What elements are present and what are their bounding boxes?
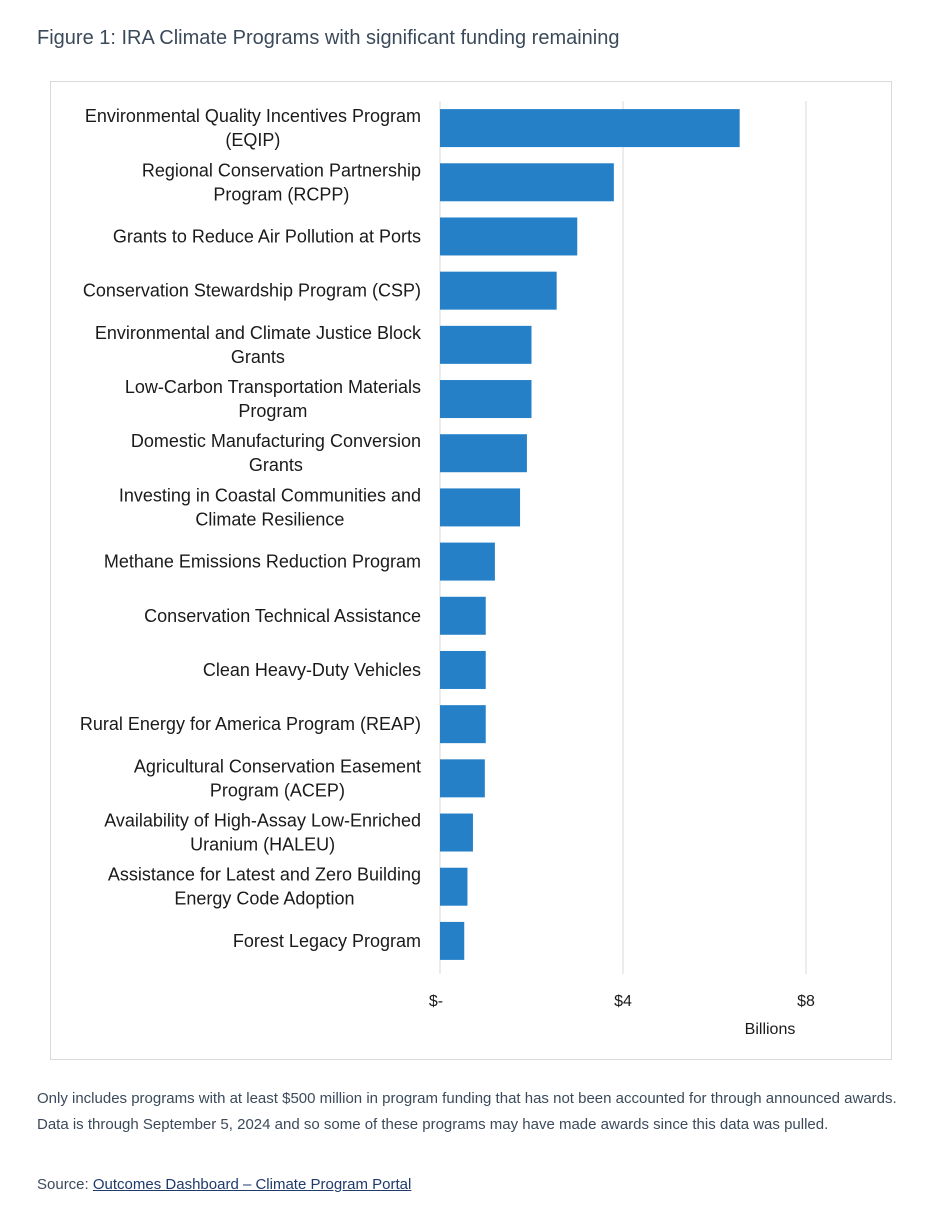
bar xyxy=(440,380,532,419)
bar-chart: Environmental Quality Incentives Program… xyxy=(80,101,815,1038)
x-tick-label: $4 xyxy=(614,993,632,1010)
chart-frame: Environmental Quality Incentives Program… xyxy=(50,81,892,1060)
bar xyxy=(440,650,486,689)
category-label: Climate Resilience xyxy=(195,509,344,529)
x-tick-label: $- xyxy=(429,993,443,1010)
category-label: Grants to Reduce Air Pollution at Ports xyxy=(113,226,421,246)
bar xyxy=(440,217,578,256)
category-label: Program xyxy=(238,401,307,421)
category-label: (EQIP) xyxy=(225,130,280,150)
bar xyxy=(440,759,485,798)
category-label: Conservation Technical Assistance xyxy=(144,606,421,626)
category-label: Grants xyxy=(231,347,285,367)
bar xyxy=(440,705,486,744)
category-label: Assistance for Latest and Zero Building xyxy=(108,865,421,885)
bar xyxy=(440,109,740,148)
category-label: Program (RCPP) xyxy=(213,184,349,204)
figure-title: Figure 1: IRA Climate Programs with sign… xyxy=(37,27,620,49)
bar xyxy=(440,488,521,527)
category-label: Uranium (HALEU) xyxy=(190,835,335,855)
x-axis-title: Billions xyxy=(745,1021,796,1038)
source-line: Source: Outcomes Dashboard – Climate Pro… xyxy=(37,1176,411,1193)
category-label: Agricultural Conservation Easement xyxy=(134,756,421,776)
source-prefix: Source: xyxy=(37,1176,93,1193)
category-label: Environmental and Climate Justice Block xyxy=(95,323,422,343)
category-label: Environmental Quality Incentives Program xyxy=(85,106,421,126)
bar xyxy=(440,542,495,581)
category-label: Methane Emissions Reduction Program xyxy=(104,552,421,572)
category-label: Investing in Coastal Communities and xyxy=(119,485,421,505)
category-label: Rural Energy for America Program (REAP) xyxy=(80,714,421,734)
bar xyxy=(440,325,532,364)
category-label: Domestic Manufacturing Conversion xyxy=(131,431,421,451)
category-label: Grants xyxy=(249,455,303,475)
bar xyxy=(440,271,557,310)
category-label: Availability of High-Assay Low-Enriched xyxy=(104,811,421,831)
category-label: Energy Code Adoption xyxy=(174,889,354,909)
category-label: Conservation Stewardship Program (CSP) xyxy=(83,281,421,301)
bar xyxy=(440,867,468,906)
bar xyxy=(440,813,473,852)
bar xyxy=(440,921,465,960)
x-tick-label: $8 xyxy=(797,993,815,1010)
category-label: Low-Carbon Transportation Materials xyxy=(125,377,421,397)
source-link[interactable]: Outcomes Dashboard – Climate Program Por… xyxy=(92,1176,412,1193)
category-label: Forest Legacy Program xyxy=(233,931,421,951)
bar xyxy=(440,596,486,635)
bar xyxy=(440,163,614,202)
chart-note: Only includes programs with at least $50… xyxy=(37,1090,897,1133)
bar xyxy=(440,434,527,473)
category-label: Clean Heavy-Duty Vehicles xyxy=(203,660,421,680)
category-label: Regional Conservation Partnership xyxy=(142,160,421,180)
category-label: Program (ACEP) xyxy=(210,780,345,800)
